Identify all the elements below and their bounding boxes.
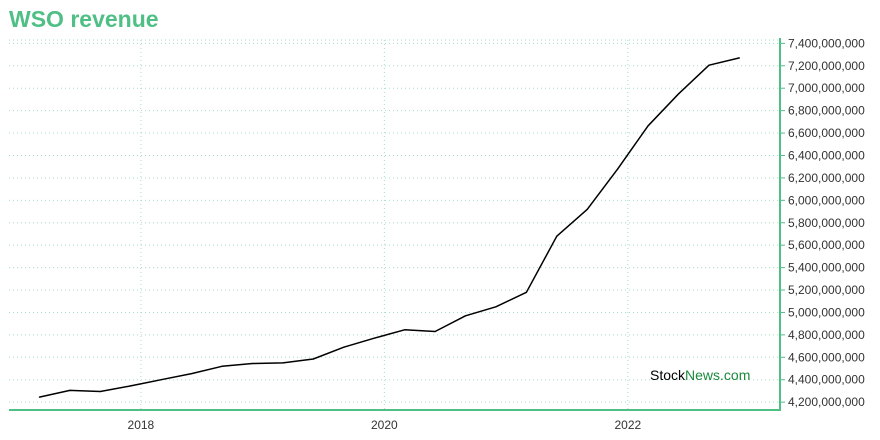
y-tick-label: 4,200,000,000 (788, 395, 865, 409)
x-tick-labels: 2018 2020 2022 (128, 418, 642, 432)
brand-com: .com (720, 367, 750, 383)
y-tick-label: 6,400,000,000 (788, 148, 865, 162)
data-point (221, 365, 223, 367)
data-point (343, 346, 345, 348)
data-point (191, 372, 193, 375)
y-tick-label: 4,600,000,000 (788, 350, 865, 364)
y-tick-label: 6,600,000,000 (788, 126, 865, 140)
grid (9, 39, 780, 410)
x-tick-label: 2020 (371, 418, 398, 432)
data-point (160, 379, 162, 381)
y-tick-label: 5,400,000,000 (788, 261, 865, 275)
data-point (464, 315, 467, 317)
brand-news: News (685, 367, 720, 383)
y-tick-label: 5,600,000,000 (788, 238, 865, 252)
x-tick-label: 2022 (614, 418, 641, 432)
data-point (99, 390, 101, 393)
y-tick-label: 7,000,000,000 (788, 81, 865, 95)
data-point (738, 57, 741, 59)
data-point (434, 330, 436, 333)
data-point (312, 358, 314, 360)
data-point (586, 208, 588, 210)
data-point (677, 93, 680, 95)
y-tick-label: 7,400,000,000 (788, 36, 865, 50)
data-point (404, 329, 406, 331)
x-tick-label: 2018 (128, 418, 155, 432)
y-tick-label: 6,200,000,000 (788, 171, 865, 185)
stocknews-watermark: StockNews.com (650, 367, 750, 383)
chart-title: WSO revenue (9, 6, 159, 32)
data-point (495, 306, 497, 308)
data-point (69, 389, 71, 391)
y-tick-label: 7,200,000,000 (788, 59, 865, 73)
data-point (617, 168, 619, 170)
y-tick-label: 5,000,000,000 (788, 305, 865, 319)
series (38, 57, 741, 398)
y-tick-label: 5,800,000,000 (788, 216, 865, 230)
data-point (282, 362, 284, 364)
y-tick-label: 4,800,000,000 (788, 328, 865, 342)
y-tick-label: 4,400,000,000 (788, 373, 865, 387)
y-tick-label: 6,000,000,000 (788, 193, 865, 207)
data-point (556, 235, 558, 237)
y-tick-label: 5,200,000,000 (788, 283, 865, 297)
y-tick-labels: 4,200,000,000 4,400,000,000 4,600,000,000 4… (788, 36, 865, 409)
data-point (373, 337, 375, 339)
axes (9, 38, 785, 411)
data-point (525, 291, 527, 293)
data-point (38, 396, 41, 398)
revenue-line (39, 57, 740, 398)
brand-stock: Stock (650, 367, 686, 383)
data-point (647, 125, 649, 127)
data-point (251, 362, 254, 365)
data-point (708, 64, 710, 66)
y-tick-label: 6,800,000,000 (788, 104, 865, 118)
data-point (130, 385, 132, 387)
